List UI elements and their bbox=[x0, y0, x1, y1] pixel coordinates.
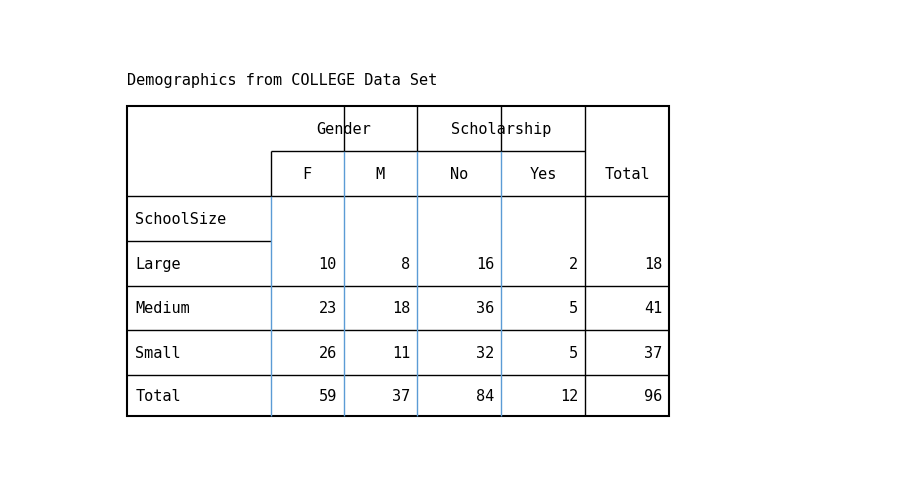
Text: 18: 18 bbox=[391, 301, 410, 316]
Text: Demographics from COLLEGE Data Set: Demographics from COLLEGE Data Set bbox=[126, 73, 437, 88]
Text: 5: 5 bbox=[568, 301, 577, 316]
Text: F: F bbox=[302, 166, 311, 182]
Text: Yes: Yes bbox=[529, 166, 557, 182]
Text: 96: 96 bbox=[643, 388, 661, 403]
Text: 59: 59 bbox=[318, 388, 336, 403]
Text: 12: 12 bbox=[559, 388, 577, 403]
Text: M: M bbox=[375, 166, 384, 182]
Text: Medium: Medium bbox=[135, 301, 189, 316]
Text: 10: 10 bbox=[318, 256, 336, 271]
Text: 26: 26 bbox=[318, 346, 336, 361]
Text: 11: 11 bbox=[391, 346, 410, 361]
Text: SchoolSize: SchoolSize bbox=[135, 211, 226, 226]
Text: 8: 8 bbox=[400, 256, 410, 271]
Text: 84: 84 bbox=[475, 388, 493, 403]
Text: Small: Small bbox=[135, 346, 180, 361]
Text: 36: 36 bbox=[475, 301, 493, 316]
Text: 23: 23 bbox=[318, 301, 336, 316]
Text: Total: Total bbox=[603, 166, 649, 182]
Text: 41: 41 bbox=[643, 301, 661, 316]
Text: Gender: Gender bbox=[316, 121, 371, 136]
Text: 37: 37 bbox=[643, 346, 661, 361]
Text: Total: Total bbox=[135, 388, 180, 403]
Text: 18: 18 bbox=[643, 256, 661, 271]
Text: 37: 37 bbox=[391, 388, 410, 403]
Text: 5: 5 bbox=[568, 346, 577, 361]
Text: 16: 16 bbox=[475, 256, 493, 271]
Text: Scholarship: Scholarship bbox=[450, 121, 551, 136]
Text: 2: 2 bbox=[568, 256, 577, 271]
Text: Large: Large bbox=[135, 256, 180, 271]
Text: No: No bbox=[449, 166, 467, 182]
Text: 32: 32 bbox=[475, 346, 493, 361]
